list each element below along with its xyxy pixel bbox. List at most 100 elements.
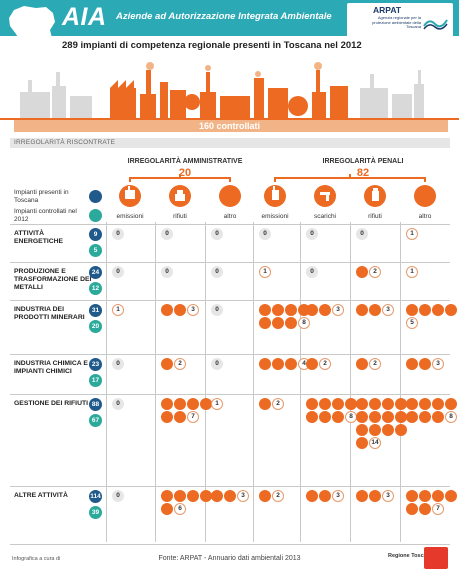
- tuscany-map-icon: [9, 6, 55, 50]
- irregularity-count: 8: [302, 319, 306, 326]
- irregularity-dot: [369, 437, 381, 449]
- irregularity-dot: [174, 411, 186, 423]
- row-label: INDUSTRIA CHIMICA E IMPIANTI CHIMICI: [14, 360, 88, 375]
- irregularity-dot: [161, 490, 173, 502]
- irregularity-count: 3: [191, 306, 195, 313]
- irregularity-count: 1: [410, 268, 414, 275]
- irregularity-dot: [432, 411, 444, 423]
- irregularity-dot: [306, 398, 318, 410]
- irregularity-zero: 0: [161, 228, 173, 240]
- arpat-logo-box: ARPAT Agenzia regionale per la protezion…: [347, 3, 453, 47]
- total-controlled-label: 160 controllati: [198, 121, 261, 131]
- irregularity-dot: [319, 304, 331, 316]
- row-label: ATTIVITÀ ENERGETICHE: [14, 230, 64, 245]
- irregularity-zero: 0: [112, 358, 124, 370]
- irregularity-dot: [369, 304, 381, 316]
- irregularity-dot: [369, 398, 381, 410]
- irregularity-dot: [259, 398, 271, 410]
- present-count-badge: 9: [89, 228, 102, 241]
- irregularity-dot: [161, 398, 173, 410]
- col-divider: [400, 222, 401, 542]
- irregularity-dot: [419, 358, 431, 370]
- col-divider: [350, 222, 351, 542]
- irregularity-count: 3: [336, 306, 340, 313]
- irregularity-dot: [356, 266, 368, 278]
- irregularity-count: 8: [349, 413, 353, 420]
- irregularity-count: 14: [371, 439, 379, 446]
- irregularity-count: 6: [178, 505, 182, 512]
- irregularity-zero: 0: [306, 228, 318, 240]
- irregularity-dot: [432, 358, 444, 370]
- irregularity-dot: [200, 490, 212, 502]
- irregularity-dot: [211, 398, 223, 410]
- irregularity-dot: [319, 411, 331, 423]
- irregularity-zero: 0: [112, 490, 124, 502]
- irregularity-dot: [200, 398, 212, 410]
- irregularity-dot: [382, 398, 394, 410]
- col-divider: [253, 222, 254, 542]
- controlled-count-badge: 20: [89, 320, 102, 333]
- irregularity-dot: [174, 503, 186, 515]
- irregularity-zero: 0: [211, 228, 223, 240]
- app-title: AIA: [62, 3, 107, 31]
- irregularity-dot: [174, 358, 186, 370]
- irregularity-dot: [445, 411, 457, 423]
- irregularity-dot: [259, 358, 271, 370]
- irregularity-dot: [382, 424, 394, 436]
- irregularity-count: 3: [386, 306, 390, 313]
- irregularity-dot: [161, 358, 173, 370]
- total-controlled-bar: [14, 120, 448, 132]
- col-label: emissioni: [261, 213, 289, 220]
- irregularity-dot: [445, 490, 457, 502]
- irregularity-count: 1: [410, 230, 414, 237]
- irregularity-dot: [174, 304, 186, 316]
- irregularity-dot: [445, 398, 457, 410]
- irregularity-dot: [369, 358, 381, 370]
- row-label: GESTIONE DEI RIFIUTI: [14, 400, 89, 407]
- irregularity-dot: [174, 398, 186, 410]
- row-divider: [10, 262, 450, 263]
- row-divider: [10, 544, 450, 545]
- irregularity-dot: [306, 411, 318, 423]
- irregularity-count: 2: [373, 360, 377, 367]
- row-divider: [10, 354, 450, 355]
- irregularity-zero: 0: [306, 266, 318, 278]
- penal-group-total: 82: [356, 167, 370, 179]
- irregularity-dot: [161, 503, 173, 515]
- main-subtitle: 289 impianti di competenza regionale pre…: [62, 40, 362, 51]
- irregularity-dot: [369, 266, 381, 278]
- col-label: rifiuti: [173, 213, 187, 220]
- factory-illustration: [0, 62, 459, 120]
- irregularity-dot: [382, 304, 394, 316]
- irregularity-dot: [211, 490, 223, 502]
- irregularity-dot: [272, 317, 284, 329]
- irregularity-dot: [345, 398, 357, 410]
- irregularity-dot: [432, 398, 444, 410]
- present-count-badge: 24: [89, 266, 102, 279]
- arpat-name: ARPAT: [373, 5, 402, 15]
- col-divider: [205, 222, 206, 542]
- irregularity-count: 2: [276, 492, 280, 499]
- irregularity-dot: [332, 398, 344, 410]
- irregularity-dot: [369, 411, 381, 423]
- irregularity-dot: [306, 358, 318, 370]
- section-label: IRREGOLARITÀ RISCONTRATE: [14, 139, 116, 146]
- irregularity-dot: [395, 424, 407, 436]
- irregularity-dot: [259, 490, 271, 502]
- irregularity-dot: [382, 411, 394, 423]
- irregularity-dot: [187, 304, 199, 316]
- source-label: Fonte: ARPAT - Annuario dati ambientali …: [158, 555, 301, 562]
- irregularity-dot: [406, 358, 418, 370]
- arpat-description: Agenzia regionale per la protezione ambi…: [372, 15, 421, 29]
- irregularity-count: 3: [386, 492, 390, 499]
- irregularity-dot: [332, 304, 344, 316]
- present-count-badge: 31: [89, 304, 102, 317]
- irregularity-dot: [272, 358, 284, 370]
- admin-group-total: 20: [178, 167, 192, 179]
- irregularity-dot: [356, 437, 368, 449]
- irregularity-dot: [432, 490, 444, 502]
- irregularity-zero: 0: [112, 228, 124, 240]
- irregularity-dot: [369, 424, 381, 436]
- irregularity-dot: [187, 398, 199, 410]
- irregularity-dot: [187, 411, 199, 423]
